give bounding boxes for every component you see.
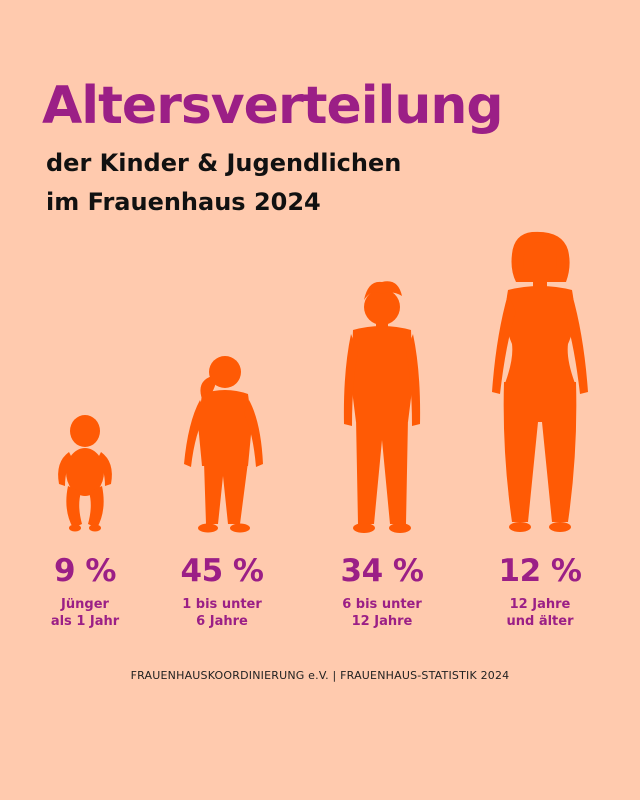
source-note: FRAUENHAUSKOORDINIERUNG e.V. | FRAUENHAU… bbox=[130, 669, 510, 682]
category-label: 12 Jahre und älter bbox=[506, 597, 574, 629]
child-silhouette-icon bbox=[184, 356, 263, 533]
category-label: 6 bis unter 12 Jahre bbox=[342, 597, 422, 629]
value-label: 45 % bbox=[180, 553, 265, 589]
category-label: 1 bis unter 6 Jahre bbox=[182, 597, 262, 629]
teen-girl-silhouette-icon bbox=[492, 231, 588, 532]
category-label: Jünger als 1 Jahr bbox=[50, 597, 120, 629]
boy-silhouette-icon bbox=[343, 281, 421, 533]
chart-subtitle-line-1: der Kinder & Jugendlichen bbox=[46, 149, 402, 177]
baby-silhouette-icon bbox=[58, 415, 112, 532]
value-label: 34 % bbox=[340, 553, 425, 589]
chart-subtitle-line-2: im Frauenhaus 2024 bbox=[46, 188, 321, 216]
chart-title: Altersverteilung bbox=[42, 76, 504, 136]
value-label: 12 % bbox=[498, 553, 583, 589]
value-label: 9 % bbox=[54, 553, 116, 589]
